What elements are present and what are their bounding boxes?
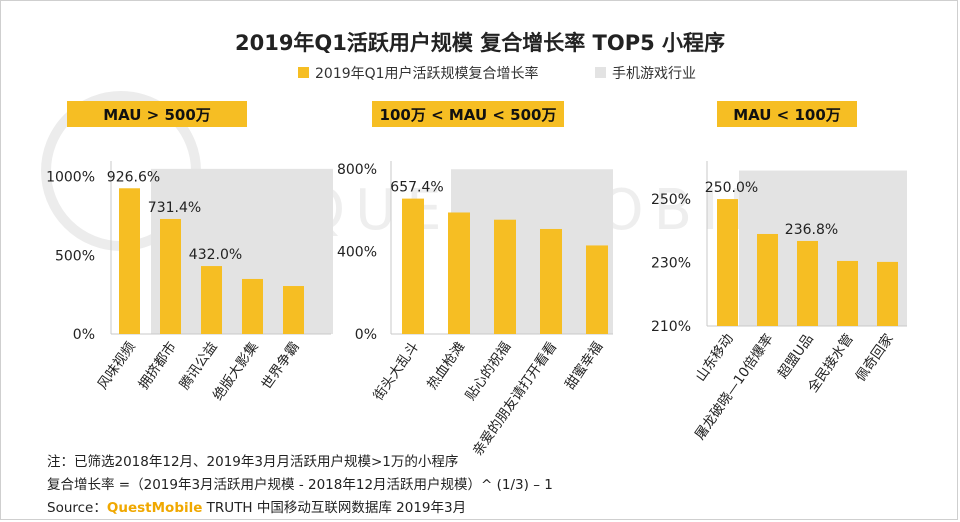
y-tick-label: 400% xyxy=(337,245,377,261)
category-label: 拥挤都市 xyxy=(135,339,180,393)
legend-label-growth: 2019年Q1用户活跃规模复合增长率 xyxy=(315,65,539,82)
y-tick-label: 800% xyxy=(337,162,377,178)
category-label: 热血枪滩 xyxy=(423,339,468,393)
category-label: 屠龙破晓—10倍爆率 xyxy=(691,331,777,443)
bar xyxy=(283,286,304,334)
y-tick-label: 500% xyxy=(55,248,95,264)
panel-mau-100w-500w: 100万 < MAU < 500万 0% 400% 800% 657.4% 街头大乱斗 热血… xyxy=(337,101,613,459)
panel-label: MAU < 100万 xyxy=(733,106,841,124)
category-label: 亲爱的朋友请打开看看 xyxy=(469,339,560,459)
bar xyxy=(242,278,263,334)
legend-swatch-growth xyxy=(298,67,309,78)
panel-label: 100万 < MAU < 500万 xyxy=(380,106,557,124)
y-tick-label: 0% xyxy=(73,327,95,343)
bar-value-label: 657.4% xyxy=(390,180,443,196)
panel-mau-under-100w: MAU < 100万 210% 230% 250% 250.0% 山东移动屠龙破晓—10倍… xyxy=(651,101,907,443)
bar-value-label: 432.0% xyxy=(189,247,242,263)
category-label: 风味视频 xyxy=(95,339,139,393)
category-label: 山东移动 xyxy=(693,331,737,384)
bar xyxy=(540,228,562,334)
note-formula: 复合增长率 =（2019年3月活跃用户规模 - 2018年12月活跃用户规模）^… xyxy=(47,476,553,493)
bar xyxy=(494,219,516,334)
bar-value-label: 926.6% xyxy=(107,169,160,185)
category-label: 街头大乱斗 xyxy=(370,339,422,403)
category-label: 贴心的祝福 xyxy=(462,339,514,403)
bar xyxy=(717,199,738,326)
bar xyxy=(119,188,140,334)
panel-label-box xyxy=(717,101,857,127)
legend-swatch-industry xyxy=(595,67,606,78)
panel-label-box xyxy=(372,101,564,127)
source-suffix: TRUTH 中国移动互联网数据库 2019年3月 xyxy=(202,500,466,516)
bar xyxy=(757,233,778,326)
y-tick-label: 1000% xyxy=(46,170,95,186)
legend: 2019年Q1用户活跃规模复合增长率 手机游戏行业 xyxy=(298,65,696,82)
y-tick-label: 210% xyxy=(651,319,691,335)
category-label: 世界争霸 xyxy=(259,339,303,392)
category-label: 超盟U品 xyxy=(775,331,817,381)
legend-label-industry: 手机游戏行业 xyxy=(612,66,696,82)
note-source: Source：QuestMobile TRUTH 中国移动互联网数据库 2019… xyxy=(47,500,466,516)
category-label: 佩奇回家 xyxy=(852,330,897,384)
source-prefix: Source： xyxy=(47,500,107,516)
bar xyxy=(402,198,424,334)
bar xyxy=(877,261,898,326)
bar-value-label: 236.8% xyxy=(785,222,838,238)
bar xyxy=(837,260,858,326)
category-label: 腾讯公益 xyxy=(176,339,221,393)
bar-value-label: 250.0% xyxy=(705,180,758,196)
source-brand: QuestMobile xyxy=(107,500,203,516)
panel-label: MAU > 500万 xyxy=(103,106,211,124)
bar xyxy=(448,212,470,334)
y-tick-label: 230% xyxy=(651,256,691,272)
bar xyxy=(586,245,608,334)
panel-label-box xyxy=(67,101,247,127)
chart-title: 2019年Q1活跃用户规模 复合增长率 TOP5 小程序 xyxy=(235,31,725,55)
bar xyxy=(160,218,181,334)
y-tick-label: 0% xyxy=(355,327,377,343)
category-label: 甜蜜幸福 xyxy=(562,339,606,392)
bar xyxy=(201,266,222,334)
y-tick-label: 250% xyxy=(651,192,691,208)
bar xyxy=(797,240,818,326)
note-filter: 注：已筛选2018年12月、2019年3月月活跃用户规模>1万的小程序 xyxy=(47,453,458,470)
bar-value-label: 731.4% xyxy=(148,200,201,216)
